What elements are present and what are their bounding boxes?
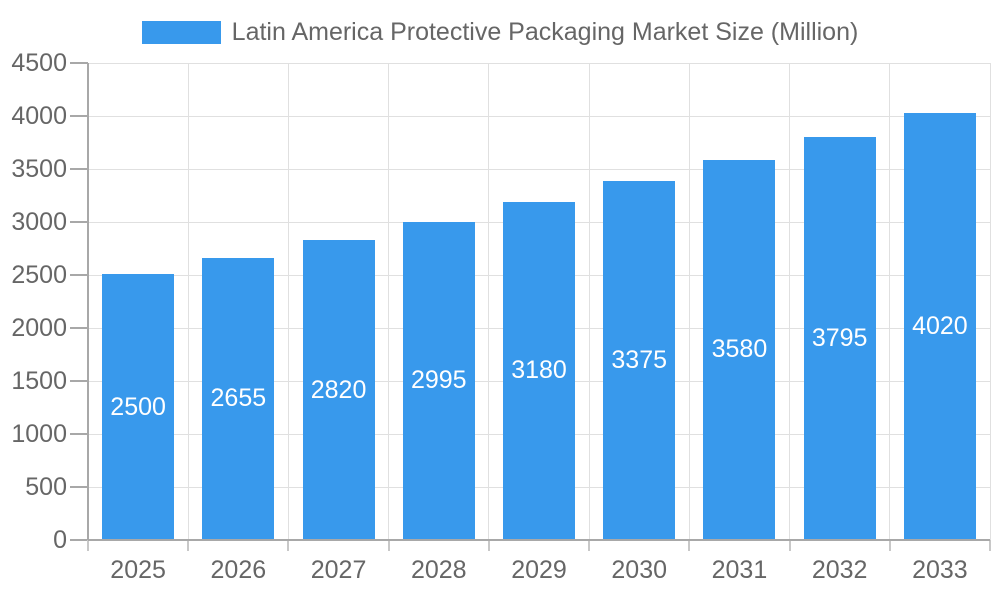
y-tick-label: 3500 (11, 155, 67, 183)
x-tick (87, 540, 89, 551)
x-tick-label: 2029 (511, 556, 567, 584)
h-gridline (88, 168, 990, 170)
v-gridline (789, 63, 791, 540)
bar-2025[interactable]: 2500 (102, 274, 175, 539)
x-tick (187, 540, 190, 551)
bar-2028[interactable]: 2995 (402, 221, 475, 539)
x-tick (387, 540, 390, 551)
v-gridline (688, 63, 690, 540)
v-gridline (388, 63, 390, 540)
y-tick (70, 221, 88, 223)
y-tick-label: 3000 (11, 208, 67, 236)
bar-2027[interactable]: 2820 (302, 240, 375, 539)
y-tick (70, 115, 88, 117)
y-tick-label: 1500 (11, 367, 67, 395)
y-tick-label: 0 (53, 526, 67, 554)
plot-area: 2500 2655 2820 2995 3180 3375 3580 3795 4020 (70, 62, 991, 551)
legend-item[interactable]: Latin America Protective Packaging Marke… (0, 18, 1000, 46)
bar-value-label: 2820 (310, 375, 367, 404)
x-tick-label: 2030 (611, 556, 668, 584)
y-tick-label: 4000 (11, 102, 67, 130)
y-tick-label: 500 (25, 473, 67, 501)
bar-value-label: 2995 (410, 366, 467, 395)
bar-value-label: 3375 (611, 346, 668, 375)
x-tick-label: 2031 (711, 556, 768, 584)
h-gridline (88, 115, 990, 117)
y-tick-label: 1000 (11, 420, 67, 448)
x-tick-label: 2027 (310, 556, 367, 584)
y-tick (70, 486, 88, 488)
y-tick-label: 2500 (11, 261, 67, 289)
v-gridline (488, 63, 490, 540)
bar-value-label: 3795 (811, 323, 868, 352)
bar-value-label: 3580 (711, 335, 768, 364)
bar-2031[interactable]: 3580 (703, 159, 776, 539)
x-tick (588, 540, 591, 551)
y-tick (70, 327, 88, 329)
bar-2030[interactable]: 3375 (603, 181, 676, 539)
y-tick (70, 539, 88, 541)
y-tick-label: 2000 (11, 314, 67, 342)
x-tick (788, 540, 791, 551)
x-tick (888, 540, 891, 551)
y-axis-labels: 0 500 1000 1500 2000 2500 3000 3500 4000 4500 (0, 0, 67, 600)
bar-2032[interactable]: 3795 (803, 136, 876, 539)
legend-label: Latin America Protective Packaging Marke… (231, 18, 859, 46)
x-tick (287, 540, 290, 551)
y-tick (70, 433, 88, 435)
h-gridline (88, 62, 990, 64)
x-tick-label: 2026 (210, 556, 267, 584)
x-tick-label: 2028 (410, 556, 467, 584)
x-tick (688, 540, 691, 551)
x-axis-line (88, 539, 990, 541)
y-tick (70, 274, 88, 276)
bar-value-label: 4020 (912, 311, 968, 340)
y-tick (70, 380, 88, 382)
bar-value-label: 2655 (210, 384, 267, 413)
y-tick (70, 62, 88, 64)
bar-2026[interactable]: 2655 (202, 257, 275, 539)
v-gridline (989, 63, 991, 540)
y-axis-line (87, 63, 89, 540)
bar-2029[interactable]: 3180 (503, 201, 575, 539)
y-tick (70, 168, 88, 170)
x-tick-label: 2025 (110, 556, 166, 584)
x-tick (487, 540, 490, 551)
x-tick-label: 2032 (811, 556, 868, 584)
bar-value-label: 2500 (110, 392, 166, 421)
x-tick (989, 540, 991, 551)
y-tick-label: 4500 (11, 49, 67, 77)
v-gridline (287, 63, 289, 540)
v-gridline (187, 63, 189, 540)
legend-swatch (141, 20, 221, 44)
v-gridline (588, 63, 590, 540)
bar-value-label: 3180 (511, 356, 567, 385)
x-axis-labels: 2025 2026 2027 2028 2029 2030 2031 2032 2033 (88, 555, 990, 587)
bar-2033[interactable]: 4020 (903, 112, 976, 539)
v-gridline (889, 63, 891, 540)
x-tick-label: 2033 (912, 556, 968, 584)
